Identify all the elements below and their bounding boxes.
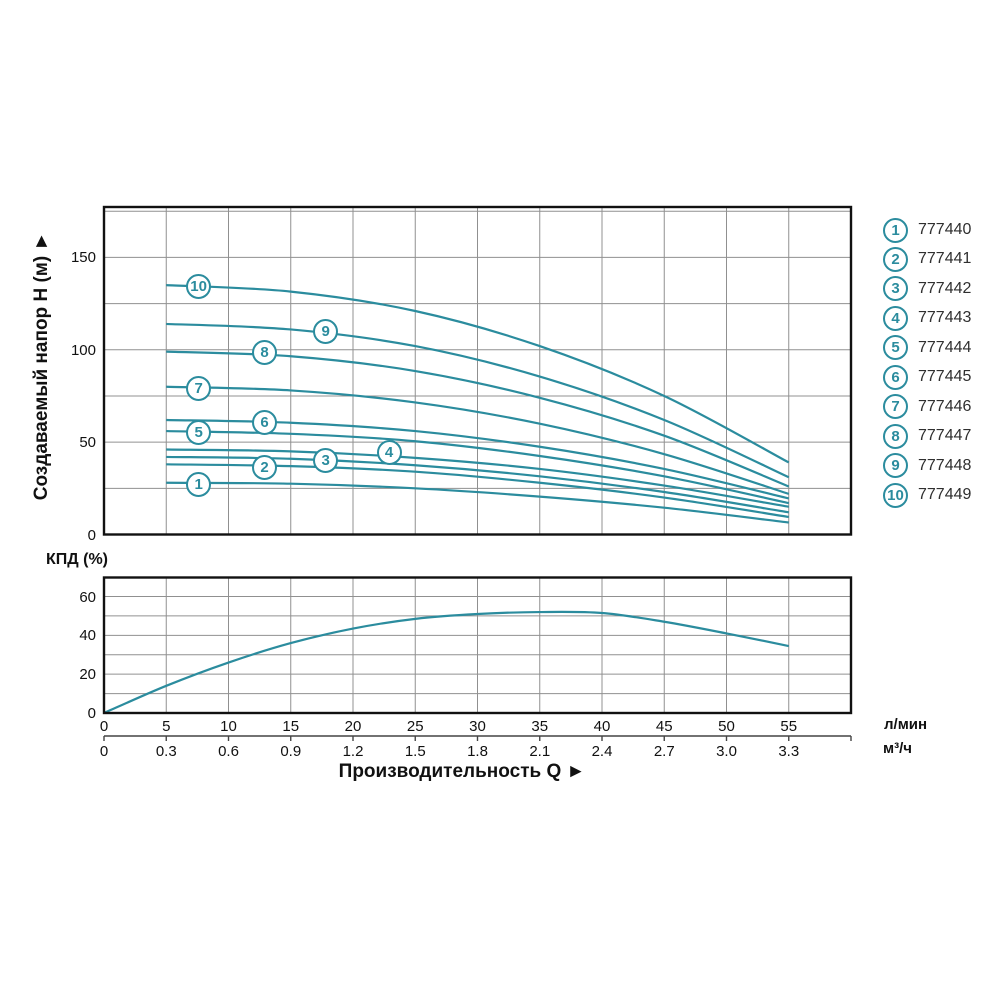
head-curve-9 <box>166 322 790 479</box>
x-tick-lmin: 45 <box>655 718 673 735</box>
legend-number-circle: 3 <box>883 276 908 302</box>
head-chart-y-tick: 50 <box>79 434 96 452</box>
x-axis-unit-m3h: м³/ч <box>883 740 912 757</box>
x-tick-m3h: 1.5 <box>404 743 426 760</box>
legend-model-label: 777440 <box>918 221 972 238</box>
curve-badge-10: 10 <box>186 273 212 299</box>
efficiency-chart-title: КПД (%) <box>46 551 108 568</box>
legend-model-label: 777444 <box>918 338 972 356</box>
head-curve-5 <box>166 429 789 505</box>
curve-badge-1: 1 <box>186 472 212 498</box>
x-tick-m3h: 0.9 <box>280 743 302 760</box>
curve-badge-2: 2 <box>252 454 278 480</box>
legend-item-8: 8 777447 <box>883 423 972 449</box>
legend-model-label: 777445 <box>918 368 972 386</box>
x-tick-lmin: 50 <box>718 718 735 735</box>
head-curve-10 <box>166 284 790 464</box>
x-tick-m3h: 2.1 <box>529 743 551 760</box>
x-tick-lmin: 30 <box>469 718 486 735</box>
x-tick-lmin: 40 <box>593 718 611 735</box>
curve-badge-6: 6 <box>252 409 278 435</box>
legend-model-label: 777447 <box>918 427 972 445</box>
x-tick-m3h: 2.7 <box>653 743 675 760</box>
legend-model-label: 777441 <box>918 250 972 268</box>
legend-item-4: 4 777443 <box>883 305 972 331</box>
x-tick-m3h: 2.4 <box>591 743 613 760</box>
x-tick-lmin: 5 <box>162 718 171 735</box>
efficiency-chart-y-tick: 60 <box>79 588 96 606</box>
efficiency-chart-y-tick: 40 <box>79 627 96 645</box>
legend-number-circle: 8 <box>883 423 908 449</box>
head-chart-y-tick: 150 <box>70 249 96 267</box>
legend-number-circle: 5 <box>883 335 908 361</box>
legend-item-9: 9 777448 <box>883 453 972 479</box>
x-axis-unit-lmin: л/мин <box>884 716 928 733</box>
head-axis-title: Создаваемый напор H (м) ► <box>31 231 52 501</box>
x-tick-lmin: 35 <box>531 718 549 735</box>
legend-number-circle: 2 <box>883 246 908 272</box>
efficiency-curve <box>103 610 789 715</box>
legend-model-label: 777442 <box>918 279 972 297</box>
head-chart-y-tick: 0 <box>87 526 96 544</box>
head-chart-border <box>102 205 853 536</box>
curve-badge-3: 3 <box>313 448 339 474</box>
head-chart-y-tick: 100 <box>70 341 96 359</box>
x-tick-lmin: 20 <box>344 718 362 735</box>
legend-item-5: 5 777444 <box>883 335 972 361</box>
legend-number-circle: 4 <box>883 305 908 331</box>
curve-badge-9: 9 <box>313 318 339 344</box>
head-curve-4 <box>166 448 789 508</box>
x-tick-lmin: 25 <box>406 718 424 735</box>
legend-number-circle: 10 <box>883 482 908 508</box>
curve-badge-5: 5 <box>186 419 212 445</box>
legend-model-label: 777443 <box>918 309 972 327</box>
legend-number-circle: 9 <box>883 453 908 479</box>
x-tick-m3h: 0.3 <box>155 743 177 760</box>
legend-model-label: 777446 <box>918 397 972 415</box>
efficiency-chart-y-tick: 20 <box>79 666 96 684</box>
curve-badge-4: 4 <box>376 440 402 466</box>
curve-badge-7: 7 <box>186 376 212 402</box>
legend-item-10: 10 777449 <box>883 482 972 508</box>
x-tick-lmin: 0 <box>99 718 109 735</box>
legend-item-1: 1 777440 <box>883 217 972 243</box>
legend-model-label: 777449 <box>918 486 972 504</box>
legend-model-label: 777448 <box>918 456 972 474</box>
x-tick-m3h: 0 <box>99 743 109 760</box>
head-curve-3 <box>166 455 789 514</box>
x-tick-lmin: 15 <box>282 718 300 735</box>
legend-item-3: 3 777442 <box>883 276 972 302</box>
x-tick-m3h: 0.6 <box>218 743 239 760</box>
x-tick-m3h: 3.3 <box>778 743 800 760</box>
efficiency-chart-y-tick: 0 <box>87 705 96 722</box>
legend-item-2: 2 777441 <box>883 246 972 272</box>
x-axis-title: Производительность Q ► <box>338 761 586 782</box>
x-tick-m3h: 1.8 <box>467 743 488 760</box>
legend-number-circle: 7 <box>883 394 908 420</box>
x-tick-lmin: 10 <box>220 718 237 735</box>
x-tick-lmin: 55 <box>780 718 798 735</box>
x-tick-m3h: 3.0 <box>716 743 737 760</box>
x-tick-m3h: 1.2 <box>342 743 364 760</box>
efficiency-chart-border <box>102 576 853 715</box>
legend-item-7: 7 777446 <box>883 394 972 420</box>
legend-item-6: 6 777445 <box>883 364 972 390</box>
legend-number-circle: 1 <box>883 217 908 243</box>
curve-badge-8: 8 <box>252 340 278 366</box>
head-curve-7 <box>166 385 790 495</box>
legend-number-circle: 6 <box>883 364 908 390</box>
head-curve-1 <box>166 481 789 524</box>
